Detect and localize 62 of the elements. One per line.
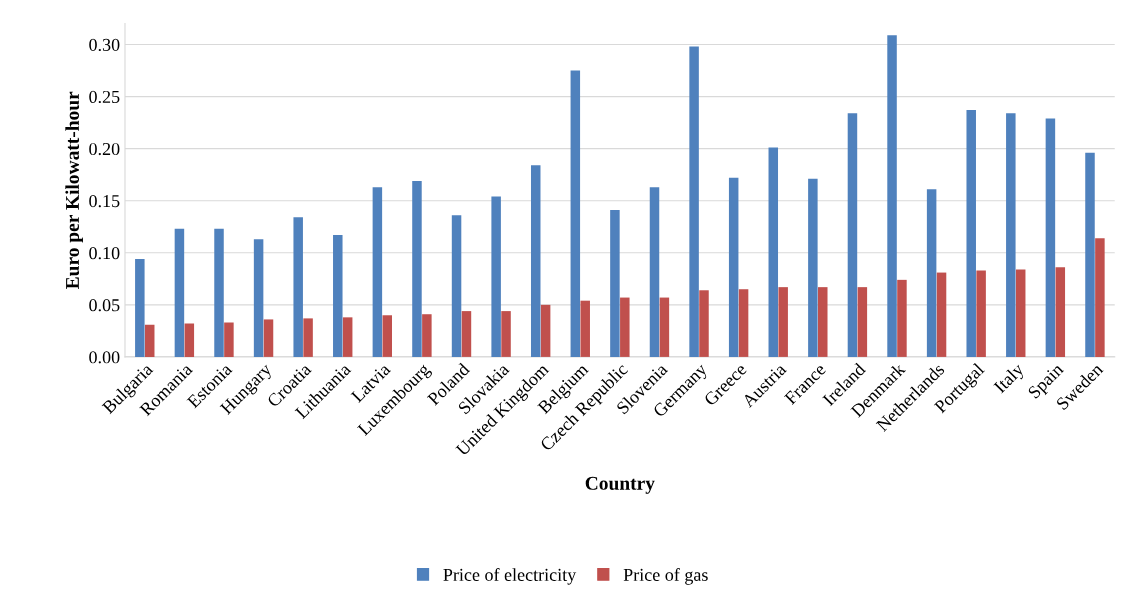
bar [778,287,788,357]
bar [570,70,581,357]
bar [610,210,620,357]
y-tick-label: 0.20 [89,142,120,156]
bar [1085,152,1095,357]
bar [263,319,274,357]
bar [768,147,779,357]
bar [214,228,224,357]
bar [144,324,155,357]
bar [1006,113,1016,357]
bar [224,322,234,357]
bar [333,235,343,357]
bar [808,178,818,357]
y-tick-label: 0.30 [89,38,120,52]
bar [135,259,145,357]
bar [580,300,590,357]
y-tick-label: 0.25 [89,90,120,104]
bar [1055,267,1066,357]
bar [540,304,551,357]
bar [412,180,422,357]
y-tick-label: 0.15 [89,194,120,208]
x-tick-label: Italy [992,361,1028,397]
bar [1015,269,1026,357]
y-axis-title: Euro per Kilowatt-hour [65,91,83,289]
bar [501,311,511,357]
bar [303,318,313,357]
bar [1095,238,1105,357]
bar [897,279,907,357]
bar [966,110,976,357]
bar [372,187,383,357]
bar [738,289,749,357]
bar [184,323,195,357]
y-tick-label: 0.00 [89,351,120,364]
bar [461,311,472,357]
bar [620,297,630,357]
bar [976,270,986,357]
bar [689,46,699,357]
bar [847,113,858,357]
bar [887,35,897,357]
bar [491,196,501,357]
legend-label: Price of electricity [443,568,577,585]
bar [649,187,660,357]
bar [530,165,541,357]
x-axis-title: Country [585,476,655,494]
y-tick-label: 0.05 [89,299,120,312]
bar [382,315,393,357]
bar [936,272,947,357]
bar [342,317,353,357]
bar [659,297,670,357]
legend-label: Price of gas [623,568,708,585]
bar [857,287,868,357]
bar [253,239,264,357]
bar [451,215,462,357]
bar [293,217,303,357]
bar [1045,118,1056,357]
y-tick-label: 0.10 [89,247,120,260]
bar [926,189,937,357]
bar [728,177,739,357]
bar [818,287,828,357]
bar [699,290,709,357]
bar [422,314,432,357]
bar [174,228,185,357]
